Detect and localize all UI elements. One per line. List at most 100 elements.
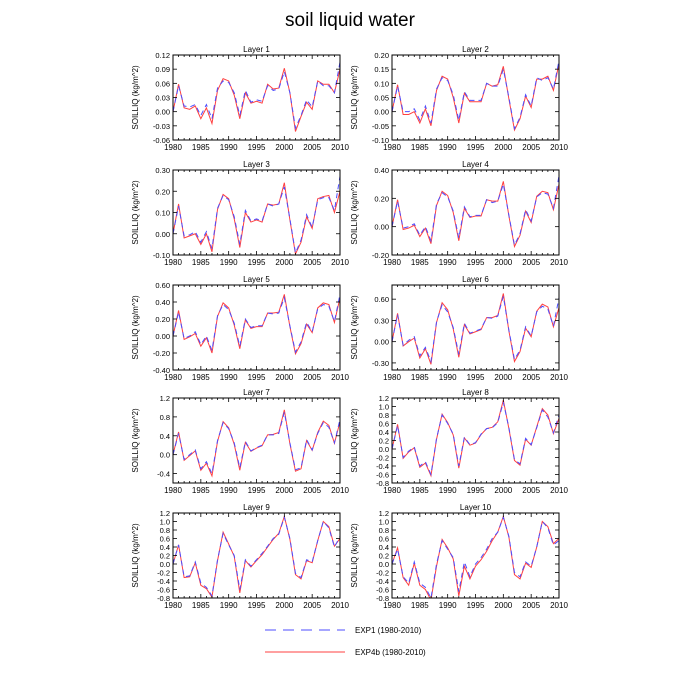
x-tick-label: 1995: [467, 373, 485, 382]
y-tick-label: -0.2: [376, 569, 389, 578]
y-axis-label: SOILLIQ (kg/m^2): [131, 65, 140, 130]
series-line-exp4b: [392, 63, 559, 132]
plot-frame: [172, 284, 341, 371]
y-tick-label: -0.8: [376, 594, 389, 603]
series-line-exp1: [173, 176, 340, 255]
x-tick-label: 1985: [411, 258, 429, 267]
x-tick-label: 1980: [383, 373, 401, 382]
x-tick-label: 2005: [522, 143, 540, 152]
y-tick-label: -0.10: [372, 136, 389, 145]
y-tick-label: -0.40: [153, 366, 170, 375]
x-tick-label: 2010: [331, 601, 349, 610]
y-tick-label: 0.05: [374, 94, 389, 103]
y-tick-label: -0.10: [153, 251, 170, 260]
x-tick-label: 1990: [439, 373, 457, 382]
x-tick-label: 1995: [248, 486, 266, 495]
y-tick-label: 0.6: [160, 535, 170, 544]
y-tick-label: 0.2: [160, 552, 170, 561]
x-tick-label: 1990: [220, 486, 238, 495]
series-line-exp1: [173, 294, 340, 354]
x-tick-label: 1990: [439, 258, 457, 267]
x-tick-label: 1995: [467, 258, 485, 267]
y-tick-label: -0.4: [376, 462, 389, 471]
x-tick-label: 2000: [275, 143, 293, 152]
x-tick-label: 2000: [494, 143, 512, 152]
x-tick-label: 2005: [303, 373, 321, 382]
x-tick-label: 2005: [303, 601, 321, 610]
x-tick-label: 1995: [248, 143, 266, 152]
series-line-exp4b: [392, 400, 559, 478]
y-tick-label: 0.00: [155, 332, 170, 341]
x-tick-label: 1985: [411, 486, 429, 495]
y-tick-label: 1.0: [160, 518, 170, 527]
series-line-exp4b: [173, 294, 340, 356]
series-line-exp4b: [173, 182, 340, 255]
y-axis-label: SOILLIQ (kg/m^2): [131, 408, 140, 473]
y-tick-label: -0.6: [376, 586, 389, 595]
x-tick-label: 1980: [383, 601, 401, 610]
x-tick-label: 1985: [192, 258, 210, 267]
y-tick-label: 0.00: [374, 223, 389, 232]
x-tick-label: 2000: [275, 373, 293, 382]
x-tick-label: 2000: [494, 373, 512, 382]
y-tick-label: 0.8: [160, 413, 170, 422]
y-tick-label: 0.4: [160, 543, 170, 552]
x-tick-label: 2010: [550, 258, 568, 267]
series-line-exp1: [173, 412, 340, 476]
panel-title: Layer 7: [243, 388, 270, 397]
panel-title: Layer 3: [243, 160, 270, 169]
series-line-exp1: [392, 296, 559, 364]
y-tick-label: 0.20: [155, 187, 170, 196]
series-line-exp4b: [173, 514, 340, 598]
panel-title: Layer 10: [460, 503, 492, 512]
series-line-exp4b: [173, 68, 340, 132]
y-tick-label: 0.30: [374, 316, 389, 325]
x-tick-label: 1995: [248, 258, 266, 267]
x-tick-label: 1985: [411, 601, 429, 610]
chart-panel-layer-5: Layer 5 SOILLIQ (kg/m^2) 1980 1985 1990 1995 2…: [131, 275, 349, 382]
x-tick-label: 2005: [522, 601, 540, 610]
x-tick-label: 2010: [550, 373, 568, 382]
y-tick-label: -0.20: [153, 349, 170, 358]
x-tick-label: 2005: [522, 373, 540, 382]
panel-title: Layer 9: [243, 503, 270, 512]
x-tick-label: 1985: [411, 143, 429, 152]
x-tick-label: 1995: [467, 143, 485, 152]
y-tick-label: -0.8: [157, 594, 170, 603]
y-tick-label: 0.00: [374, 338, 389, 347]
x-tick-label: 2005: [303, 258, 321, 267]
x-tick-label: 2010: [331, 143, 349, 152]
y-tick-label: 0.2: [379, 437, 389, 446]
chart-panel-layer-8: Layer 8 SOILLIQ (kg/m^2) 1980 1985 1990 1995 2…: [350, 388, 568, 495]
y-tick-label: -0.30: [372, 359, 389, 368]
x-tick-label: 2000: [275, 601, 293, 610]
y-tick-label: -0.06: [153, 136, 170, 145]
y-axis-label: SOILLIQ (kg/m^2): [350, 408, 359, 473]
y-tick-label: 0.4: [160, 432, 170, 441]
chart-panel-layer-10: Layer 10 SOILLIQ (kg/m^2) 1980 1985 1990 1995…: [350, 503, 568, 610]
plot-frame: [391, 54, 560, 141]
x-tick-label: 1985: [192, 373, 210, 382]
plot-frame: [172, 512, 341, 599]
panel-title: Layer 4: [462, 160, 489, 169]
y-axis-label: SOILLIQ (kg/m^2): [350, 65, 359, 130]
x-tick-label: 1985: [411, 373, 429, 382]
y-axis-label: SOILLIQ (kg/m^2): [131, 523, 140, 588]
series-line-exp1: [392, 175, 559, 247]
y-tick-label: 0.15: [374, 65, 389, 74]
y-tick-label: 0.00: [155, 108, 170, 117]
x-tick-label: 2010: [331, 258, 349, 267]
panel-title: Layer 2: [462, 45, 489, 54]
plot-frame: [391, 397, 560, 484]
legend: EXP1 (1980-2010) EXP4b (1980-2010): [265, 626, 426, 657]
x-tick-label: 2000: [275, 258, 293, 267]
x-tick-label: 1985: [192, 601, 210, 610]
y-tick-label: 1.2: [160, 394, 170, 403]
x-tick-label: 2005: [303, 486, 321, 495]
x-tick-label: 1980: [383, 486, 401, 495]
series-line-exp4b: [392, 293, 559, 365]
x-tick-label: 2010: [331, 373, 349, 382]
y-tick-label: 0.6: [379, 420, 389, 429]
y-tick-label: -0.2: [157, 569, 170, 578]
y-tick-label: -0.20: [372, 251, 389, 260]
